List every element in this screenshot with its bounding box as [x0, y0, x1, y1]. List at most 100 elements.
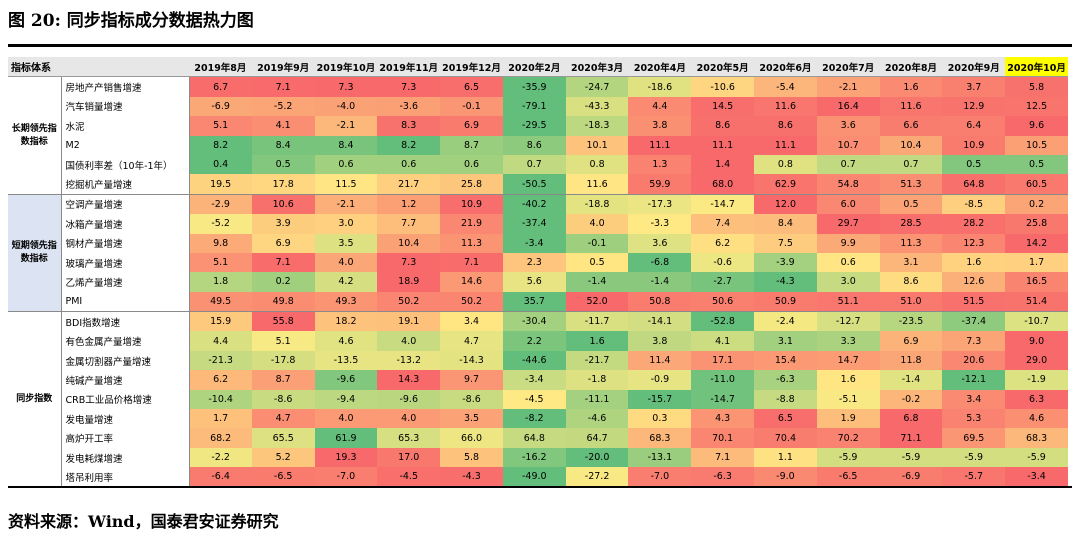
month-header: 2020年7月	[816, 57, 880, 78]
heatmap-cell: 10.4	[879, 135, 943, 155]
heatmap-cell: 0.5	[251, 154, 315, 175]
heatmap-cell: 55.8	[251, 311, 315, 332]
heatmap-cell: 11.1	[754, 135, 817, 155]
heatmap-cell: -13.2	[377, 350, 441, 371]
indicator-label: 发电耗煤增速	[61, 447, 190, 468]
heatmap-cell: -5.9	[879, 447, 943, 468]
heatmap-cell: 8.4	[251, 135, 315, 155]
heatmap-cell: 9.9	[816, 233, 880, 253]
heatmap-cell: 8.7	[440, 135, 503, 155]
heatmap-cell: 50.9	[754, 291, 817, 313]
table-row: 同步指数 BDI指数增速 15.9 55.8 18.2 19.1 3.4 -30.4 -11.7…	[8, 311, 1068, 488]
indicator-label: 有色金属产量增速	[61, 331, 190, 351]
heatmap-cell: 69.5	[942, 428, 1006, 448]
table-row: 高炉开工率 68.2 65.5 61.9 65.3 66.0 64.8 64.7 68.3 70.…	[8, 428, 1068, 448]
heatmap-cell: 4.2	[314, 272, 378, 292]
heatmap-cell: 5.8	[440, 447, 503, 468]
indicator-label: BDI指数增速	[61, 311, 190, 332]
heatmap-cell: 21.7	[377, 174, 441, 195]
heatmap-cell: -29.5	[502, 116, 566, 136]
heatmap-cell: 7.3	[314, 76, 378, 97]
heatmap-cell: -18.8	[565, 194, 629, 215]
indicator-label: 房地产产销售增速	[61, 76, 190, 97]
month-header: 2019年8月	[189, 57, 252, 78]
heatmap-cell: 68.0	[691, 174, 755, 195]
indicator-label: 乙烯产量增速	[61, 272, 190, 292]
heatmap-cell: 4.0	[314, 409, 378, 429]
heatmap-cell: -2.2	[189, 447, 252, 468]
heatmap-cell: 7.3	[377, 76, 441, 97]
heatmap-cell: 50.2	[440, 291, 503, 313]
heatmap-cell: 19.1	[377, 311, 441, 332]
heatmap-cell: -10.7	[1005, 311, 1068, 332]
table-row: 水泥 5.1 4.1 -2.1 8.3 6.9 -29.5 -18.3 3.8 8.6 8.6 3.6…	[8, 116, 1068, 136]
group-label: 长期领先指数指标	[8, 76, 62, 195]
heatmap-cell: 6.6	[879, 116, 943, 136]
heatmap-cell: -0.9	[628, 370, 692, 390]
heatmap-cell: -9.6	[314, 370, 378, 390]
heatmap-cell: -11.0	[691, 370, 755, 390]
heatmap-cell: -27.2	[565, 467, 629, 488]
heatmap-cell: -14.7	[691, 389, 755, 410]
bottom-rule	[8, 486, 1072, 488]
heatmap-cell: 4.3	[691, 409, 755, 429]
heatmap-cell: -1.9	[1005, 370, 1068, 390]
month-header: 2020年5月	[691, 57, 755, 78]
heatmap-cell: -4.3	[754, 272, 817, 292]
heatmap-cell: 12.3	[942, 233, 1006, 253]
heatmap-cell: -24.7	[565, 76, 629, 97]
heatmap-cell: -8.6	[440, 389, 503, 410]
indicator-label: 水泥	[61, 116, 190, 136]
heatmap-cell: 3.6	[628, 233, 692, 253]
heatmap-cell: 0.5	[1005, 154, 1068, 175]
heatmap-cell: -50.5	[502, 174, 566, 195]
heatmap-cell: 11.1	[691, 135, 755, 155]
table-row: 乙烯产量增速 1.8 0.2 4.2 18.9 14.6 5.6 -1.4 -1.4 -2.7 -4…	[8, 272, 1068, 292]
heatmap-cell: 71.1	[879, 428, 943, 448]
heatmap-cell: 0.8	[565, 154, 629, 175]
heatmap-cell: 1.7	[1005, 252, 1068, 273]
heatmap-cell: 5.6	[502, 272, 566, 292]
heatmap-cell: 1.6	[879, 76, 943, 97]
heatmap-cell: 3.1	[879, 252, 943, 273]
table-row: 短期领先指数指标 空调产量增速 -2.9 10.6 -2.1 1.2 10.9 -40.2 -1…	[8, 194, 1068, 313]
heatmap-cell: 6.5	[754, 409, 817, 429]
heatmap-cell: -6.3	[691, 467, 755, 488]
heatmap-cell: 5.3	[942, 409, 1006, 429]
indicator-label: 挖掘机产量增速	[61, 174, 190, 195]
group-label: 同步指数	[8, 311, 62, 488]
heatmap-cell: 3.6	[816, 116, 880, 136]
heatmap-cell: 60.5	[1005, 174, 1068, 195]
table-row: PMI 49.5 49.8 49.3 50.2 50.2 35.7 52.0 50.8 50.6 5…	[8, 291, 1068, 313]
heatmap-cell: -3.6	[377, 96, 441, 117]
heatmap-cell: 11.3	[879, 233, 943, 253]
heatmap-cell: -7.0	[314, 467, 378, 488]
heatmap-cell: -35.9	[502, 76, 566, 97]
heatmap-cell: -5.9	[816, 447, 880, 468]
heatmap-cell: -12.1	[942, 370, 1006, 390]
figure-title: 图 20: 同步指标成分数据热力图	[8, 11, 254, 31]
heatmap-cell: 28.2	[942, 214, 1006, 234]
heatmap-cell: 10.1	[565, 135, 629, 155]
heatmap-cell: 6.4	[942, 116, 1006, 136]
heatmap-cell: 3.3	[816, 331, 880, 351]
heatmap-cell: 9.8	[189, 233, 252, 253]
heatmap-cell: 4.0	[565, 214, 629, 234]
heatmap-cell: -21.3	[189, 350, 252, 371]
heatmap-cell: 3.9	[251, 214, 315, 234]
heatmap-cell: 49.3	[314, 291, 378, 313]
table-row: 长期领先指数指标 房地产产销售增速 6.7 7.1 7.3 7.3 6.5 -35.9 -24.…	[8, 76, 1068, 195]
heatmap-cell: -10.4	[189, 389, 252, 410]
heatmap-cell: -14.1	[628, 311, 692, 332]
heatmap-cell: -8.6	[251, 389, 315, 410]
heatmap-cell: -6.9	[879, 467, 943, 488]
heatmap-cell: 2.2	[502, 331, 566, 351]
heatmap-cell: -1.4	[565, 272, 629, 292]
heatmap-cell: 3.7	[942, 76, 1006, 97]
heatmap-cell: 11.6	[565, 174, 629, 195]
heatmap-cell: -52.8	[691, 311, 755, 332]
heatmap-cell: 5.1	[189, 116, 252, 136]
heatmap-cell: 4.7	[251, 409, 315, 429]
heatmap-cell: 14.6	[440, 272, 503, 292]
heatmap-cell: -0.6	[691, 252, 755, 273]
